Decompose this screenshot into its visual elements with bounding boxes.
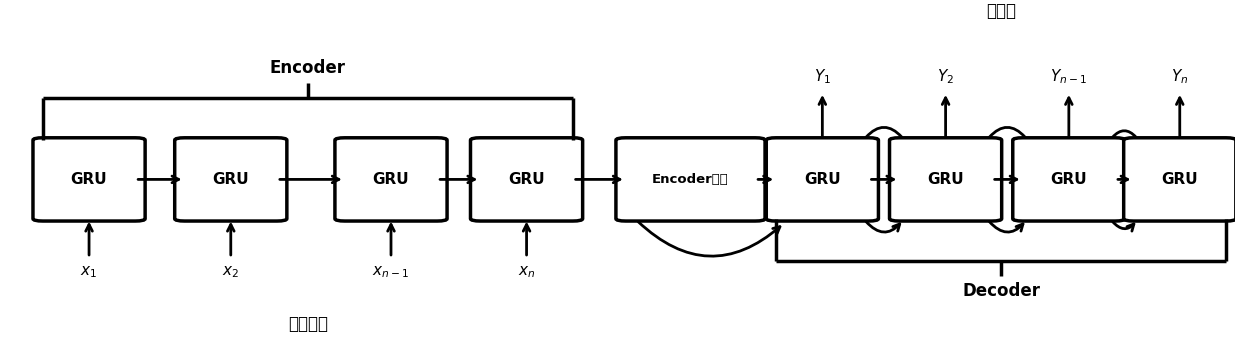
Text: $x_1$: $x_1$: [80, 264, 98, 280]
FancyBboxPatch shape: [1124, 138, 1236, 221]
Text: $Y_n$: $Y_n$: [1171, 67, 1188, 86]
FancyBboxPatch shape: [766, 138, 879, 221]
Text: $Y_1$: $Y_1$: [813, 67, 831, 86]
Text: $Y_{n-1}$: $Y_{n-1}$: [1050, 67, 1087, 86]
Text: GRU: GRU: [1161, 172, 1198, 187]
FancyBboxPatch shape: [33, 138, 145, 221]
Text: $Y_2$: $Y_2$: [937, 67, 954, 86]
Text: $x_2$: $x_2$: [223, 264, 239, 280]
Text: 预测值: 预测值: [985, 2, 1016, 20]
FancyBboxPatch shape: [470, 138, 583, 221]
Text: GRU: GRU: [927, 172, 964, 187]
Text: GRU: GRU: [509, 172, 545, 187]
Text: $x_{n-1}$: $x_{n-1}$: [373, 264, 410, 280]
Text: GRU: GRU: [373, 172, 410, 187]
FancyBboxPatch shape: [617, 138, 765, 221]
Text: Encoder状态: Encoder状态: [652, 173, 729, 186]
FancyBboxPatch shape: [890, 138, 1002, 221]
Text: Encoder: Encoder: [270, 59, 345, 77]
Text: Decoder: Decoder: [962, 282, 1040, 300]
Text: GRU: GRU: [213, 172, 249, 187]
Text: GRU: GRU: [1051, 172, 1087, 187]
Text: GRU: GRU: [803, 172, 841, 187]
FancyBboxPatch shape: [175, 138, 287, 221]
Text: GRU: GRU: [71, 172, 108, 187]
Text: $x_n$: $x_n$: [517, 264, 535, 280]
FancyBboxPatch shape: [335, 138, 447, 221]
Text: 历史数据: 历史数据: [287, 315, 328, 333]
FancyBboxPatch shape: [1013, 138, 1125, 221]
